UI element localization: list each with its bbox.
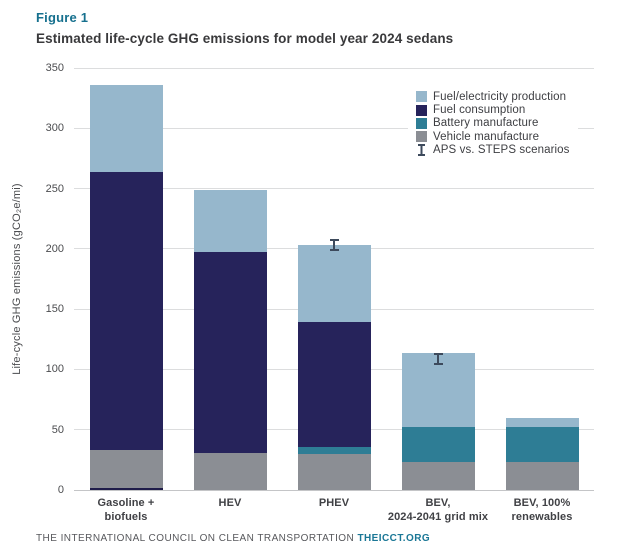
bar-baseline-accent bbox=[89, 488, 163, 490]
bar-segment-vehicle-manufacture bbox=[89, 450, 163, 490]
aps-steps-error-bar-cap bbox=[433, 352, 443, 355]
plot-area bbox=[74, 67, 594, 491]
bar-segment-fuel-electricity-production bbox=[505, 417, 579, 428]
bar-segment-battery-manufacture bbox=[401, 427, 475, 463]
legend-item-label: APS vs. STEPS scenarios bbox=[433, 144, 570, 157]
y-tick-label: 50 bbox=[51, 423, 64, 436]
x-axis-label-bev: BEV, 2024-2041 grid mix bbox=[387, 497, 489, 524]
bar-segment-vehicle-manufacture bbox=[401, 462, 475, 490]
y-axis-title: Life-cycle GHG emissions (gCO₂e/mi) bbox=[11, 183, 23, 375]
legend-item-fuel-electricity-production: Fuel/electricity production bbox=[416, 90, 570, 103]
legend-swatch-icon bbox=[416, 117, 427, 129]
legend-item-label: Fuel/electricity production bbox=[433, 90, 567, 103]
bar-segment-vehicle-manufacture bbox=[505, 462, 579, 490]
aps-steps-error-bar-cap bbox=[433, 362, 443, 365]
legend-swatch-icon bbox=[416, 104, 427, 116]
y-tick-label: 150 bbox=[45, 303, 64, 316]
bar-segment-fuel-electricity-production bbox=[297, 245, 371, 323]
bar-segment-fuel-consumption bbox=[297, 322, 371, 447]
legend-item-label: Fuel consumption bbox=[433, 104, 526, 117]
gridline-0 bbox=[74, 489, 594, 491]
bar-segment-vehicle-manufacture bbox=[297, 453, 371, 490]
gridline-350 bbox=[74, 67, 594, 69]
legend-item-vehicle-manufacture: Vehicle manufacture bbox=[416, 130, 570, 143]
y-tick-label: 350 bbox=[45, 62, 64, 74]
bar-segment-fuel-electricity-production bbox=[89, 84, 163, 172]
y-tick-label: 300 bbox=[45, 122, 64, 135]
footer-link[interactable]: THEICCT.ORG bbox=[357, 533, 431, 544]
y-tick-label: 200 bbox=[45, 242, 64, 255]
gridline-300 bbox=[74, 127, 594, 129]
bar-segment-vehicle-manufacture bbox=[193, 452, 267, 490]
x-axis-label-hev: HEV bbox=[218, 497, 242, 509]
aps-steps-error-bar-cap bbox=[329, 249, 339, 252]
legend-swatch-icon bbox=[416, 91, 427, 103]
legend: Fuel/electricity production Fuel consumpt… bbox=[408, 86, 578, 161]
legend-item-aps-vs-steps-scenarios: APS vs. STEPS scenarios bbox=[416, 144, 570, 157]
bar-segment-fuel-electricity-production bbox=[193, 189, 267, 253]
error-bar-icon bbox=[416, 144, 427, 157]
gridline-250 bbox=[74, 188, 594, 190]
legend-item-battery-manufacture: Battery manufacture bbox=[416, 117, 570, 130]
aps-steps-error-bar bbox=[333, 239, 335, 252]
y-tick-label: 0 bbox=[57, 484, 64, 496]
y-tick-label: 100 bbox=[45, 363, 64, 376]
x-axis-label-gasoline: Gasoline + biofuels bbox=[97, 497, 155, 524]
footer-text: THE INTERNATIONAL COUNCIL ON CLEAN TRANS… bbox=[36, 533, 358, 544]
bar-segment-fuel-consumption bbox=[89, 171, 163, 451]
aps-steps-error-bar-cap bbox=[329, 239, 339, 242]
figure-title: Estimated life-cycle GHG emissions for m… bbox=[36, 31, 454, 46]
legend-item-label: Vehicle manufacture bbox=[433, 130, 540, 143]
x-axis-label-phev: PHEV bbox=[318, 497, 350, 509]
aps-steps-error-bar bbox=[437, 352, 439, 365]
legend-item-label: Battery manufacture bbox=[433, 117, 539, 130]
figure-label: Figure 1 bbox=[36, 10, 89, 25]
bar-segment-fuel-electricity-production bbox=[401, 352, 475, 428]
footer: THE INTERNATIONAL COUNCIL ON CLEAN TRANS… bbox=[36, 533, 430, 544]
bar-segment-battery-manufacture bbox=[505, 427, 579, 463]
legend-item-fuel-consumption: Fuel consumption bbox=[416, 103, 570, 116]
legend-swatch-icon bbox=[416, 131, 427, 143]
bar-segment-fuel-consumption bbox=[193, 252, 267, 453]
bar-segment-battery-manufacture bbox=[297, 446, 371, 454]
y-tick-label: 250 bbox=[45, 182, 64, 195]
x-axis-label-bev-100: BEV, 100% renewables bbox=[511, 497, 573, 524]
